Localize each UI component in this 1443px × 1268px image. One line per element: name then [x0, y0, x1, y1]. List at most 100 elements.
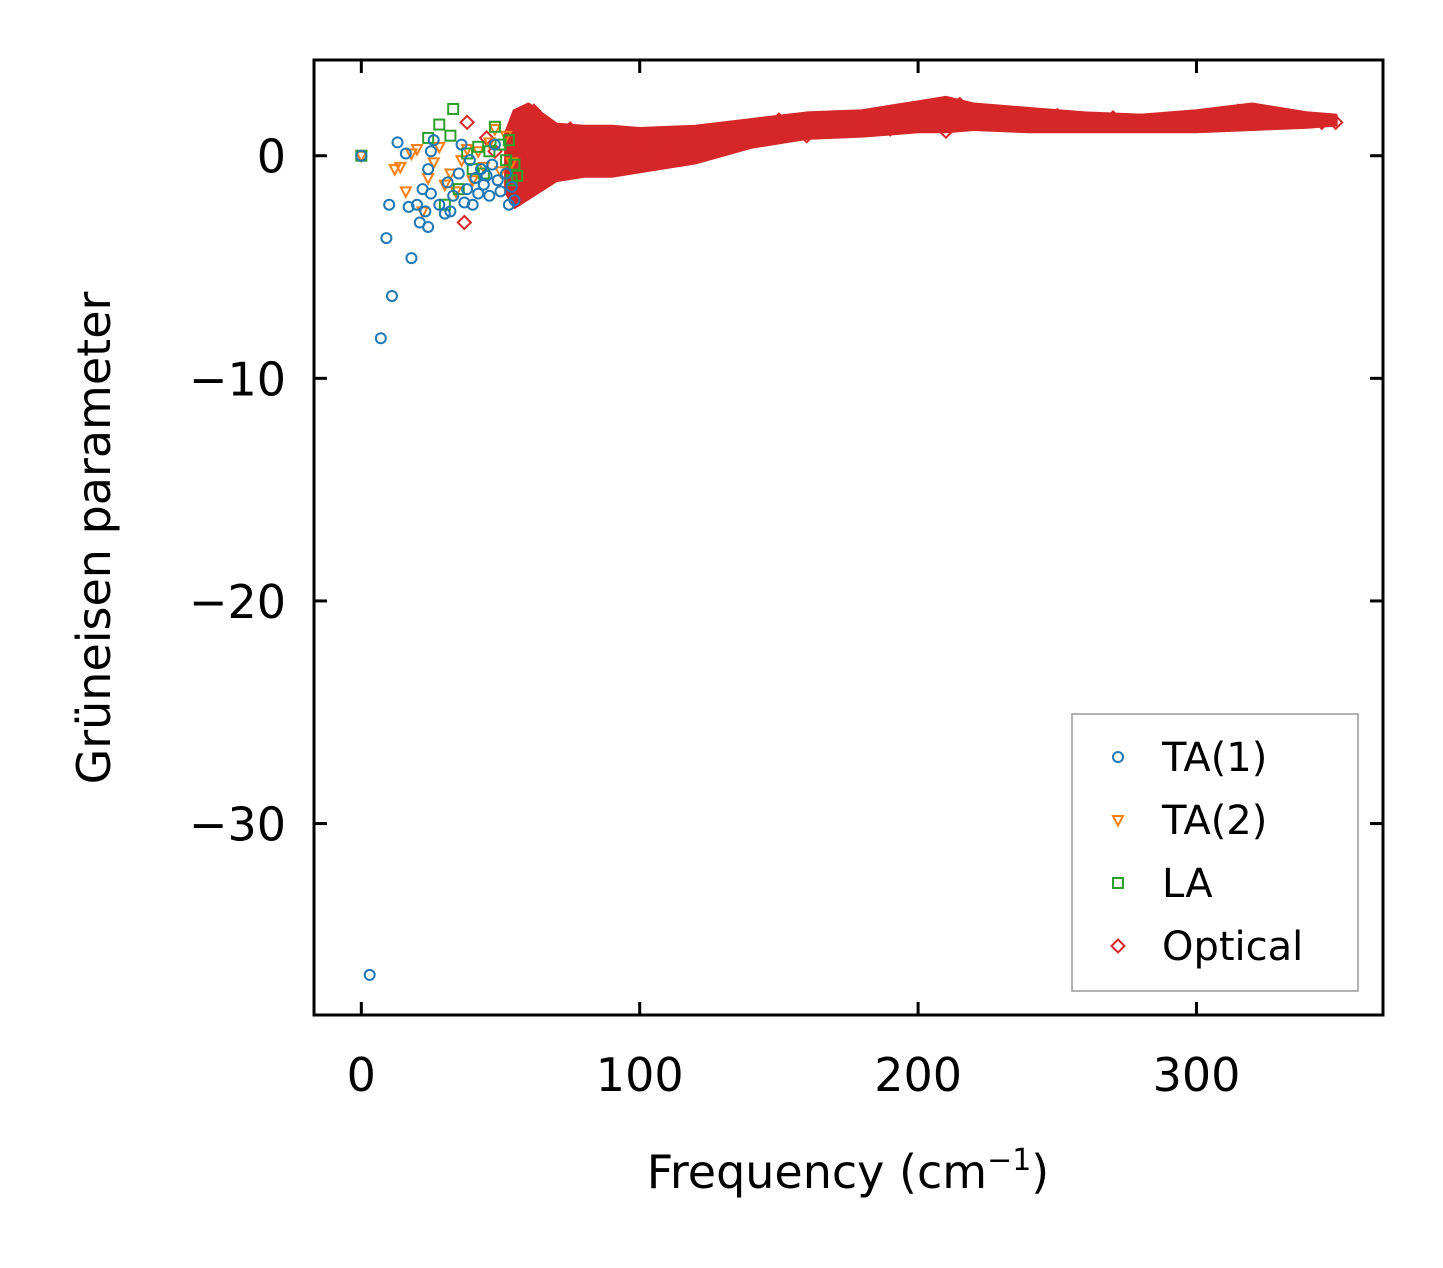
point-optical	[631, 132, 648, 149]
point-optical	[910, 112, 927, 129]
point-ta-2	[466, 175, 480, 188]
y-tick-label: −10	[189, 352, 286, 406]
point-optical	[617, 138, 634, 155]
x-tick-label: 200	[874, 1048, 962, 1102]
point-ta-2	[421, 172, 435, 186]
point-optical	[526, 103, 542, 120]
x-tick-label: 100	[596, 1048, 684, 1102]
point-ta-1	[466, 198, 479, 211]
point-ta-1	[438, 207, 451, 220]
point-optical	[951, 96, 968, 113]
point-la	[472, 140, 485, 153]
point-optical	[576, 158, 592, 175]
point-ta-1	[405, 252, 418, 265]
point-ta-1	[472, 187, 485, 200]
point-ta-1	[391, 136, 404, 149]
point-optical	[1160, 116, 1177, 133]
point-optical	[1230, 103, 1247, 120]
point-ta-1	[461, 183, 474, 196]
point-ta-1	[486, 158, 499, 171]
point-ta-2	[432, 141, 446, 155]
y-axis-label: Grüneisen parameter	[67, 291, 121, 784]
point-optical	[1077, 112, 1094, 129]
point-optical	[1216, 116, 1233, 133]
legend-label-la: LA	[1162, 861, 1213, 907]
point-ta-1	[363, 968, 376, 981]
point-optical	[590, 125, 606, 142]
optical-band-layer	[504, 95, 1338, 209]
point-optical	[459, 114, 476, 131]
legend-marker-ta-2	[1111, 815, 1125, 828]
point-optical	[826, 109, 843, 126]
point-ta-2	[493, 166, 508, 179]
legend-label-optical: Optical	[1162, 924, 1303, 970]
point-ta-1	[505, 180, 518, 193]
point-optical	[798, 127, 815, 144]
point-optical	[562, 121, 579, 137]
point-optical	[548, 136, 565, 153]
point-optical	[938, 123, 954, 140]
x-tick-label: 0	[347, 1048, 376, 1102]
point-ta-1	[458, 196, 471, 209]
point-ta-1	[411, 198, 424, 211]
point-ta-2	[399, 186, 413, 199]
point-ta-1	[383, 198, 396, 211]
point-ta-1	[452, 167, 465, 180]
point-ta-1	[424, 187, 437, 200]
point-optical	[882, 121, 899, 137]
point-optical	[603, 154, 620, 171]
point-ta-2	[410, 144, 424, 157]
point-optical	[534, 170, 551, 186]
point-optical	[1313, 114, 1330, 131]
point-ta-1	[447, 189, 460, 202]
point-ta-1	[463, 154, 476, 167]
x-tick-label: 300	[1153, 1048, 1241, 1102]
point-ta-1	[422, 220, 435, 233]
point-ta-2	[488, 124, 502, 137]
point-ta-1	[427, 134, 440, 147]
point-ta-1	[483, 189, 496, 202]
point-optical	[1299, 112, 1316, 129]
point-ta-1	[419, 205, 432, 218]
point-la	[508, 158, 521, 171]
point-ta-1	[402, 200, 415, 213]
point-la	[461, 147, 474, 160]
point-optical	[854, 116, 871, 133]
point-optical	[1021, 114, 1038, 131]
plot-frame	[312, 58, 1385, 1017]
point-optical	[687, 134, 704, 151]
point-optical	[715, 138, 732, 155]
point-ta-2	[438, 179, 452, 193]
y-tick-label: −30	[189, 798, 286, 852]
legend-box	[1071, 713, 1359, 992]
legend-marker-la	[1112, 877, 1124, 889]
point-ta-2	[482, 137, 497, 151]
point-optical	[1049, 107, 1066, 124]
point-la	[511, 169, 524, 182]
point-ta-1	[355, 149, 368, 162]
point-ta-1	[491, 174, 504, 187]
y-tick-label: −20	[189, 575, 286, 629]
point-la	[444, 129, 457, 142]
point-ta-2	[388, 164, 402, 177]
point-ta-1	[380, 232, 393, 245]
legend-marker-ta-1	[1112, 751, 1124, 763]
point-la	[502, 134, 515, 147]
point-ta-1	[385, 289, 398, 302]
point-ta-1	[508, 194, 521, 207]
point-optical	[770, 112, 787, 129]
point-la	[433, 118, 446, 131]
point-ta-1	[488, 138, 501, 151]
point-optical	[1244, 107, 1261, 124]
point-ta-1	[480, 169, 493, 182]
point-ta-1	[469, 171, 482, 184]
point-ta-1	[399, 147, 412, 160]
legend-items: TA(1) TA(2) LA Optical	[1110, 735, 1303, 970]
point-ta-1	[500, 167, 513, 180]
point-la	[422, 131, 435, 144]
point-optical	[924, 103, 940, 120]
point-ta-1	[441, 176, 454, 189]
point-optical	[965, 109, 982, 126]
data-points-layer	[354, 96, 1344, 981]
